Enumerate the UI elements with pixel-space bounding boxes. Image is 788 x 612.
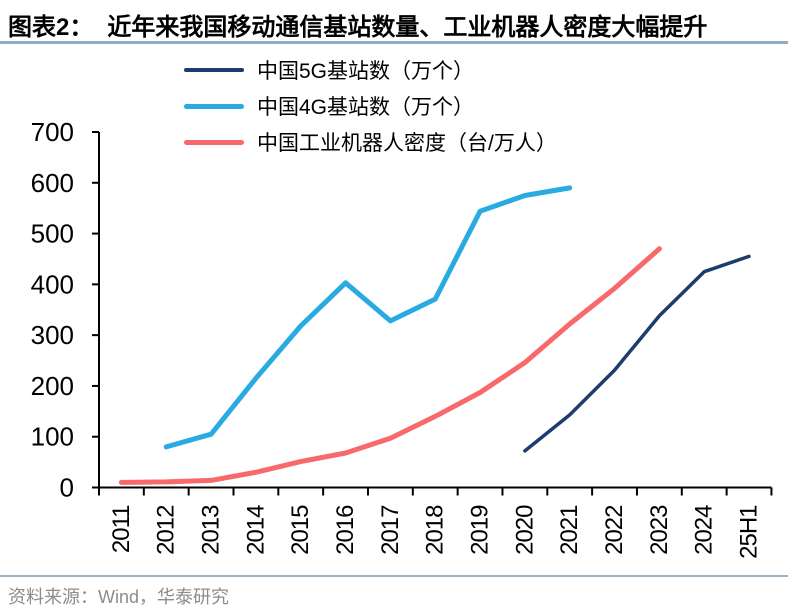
series-line-0 xyxy=(523,254,751,453)
legend-label-robot: 中国工业机器人密度（台/万人） xyxy=(257,132,557,155)
axes xyxy=(98,132,772,489)
legend-item-robot: 中国工业机器人密度（台/万人） xyxy=(184,124,557,160)
legend-label-4g: 中国4G基站数（万个） xyxy=(257,96,475,119)
source-text: 资料来源：Wind，华泰研究 xyxy=(8,587,230,607)
x-tick-label: 25H1 xyxy=(736,505,763,559)
x-tick-label: 2021 xyxy=(556,505,583,555)
y-tick-label: 0 xyxy=(60,473,74,503)
x-tick-label: 2016 xyxy=(332,505,359,555)
y-tick-label: 300 xyxy=(31,320,74,350)
series-line-2 xyxy=(118,246,662,485)
legend-swatch-robot xyxy=(184,139,244,145)
y-tick-label: 700 xyxy=(31,117,74,147)
x-tick-label: 2023 xyxy=(646,505,673,555)
x-tick-label: 2017 xyxy=(377,505,404,555)
figure-header: 图表2： 近年来我国移动通信基站数量、工业机器人密度大幅提升 xyxy=(8,7,780,42)
x-tick-label: 2011 xyxy=(108,505,135,553)
x-tick-label: 2020 xyxy=(511,505,538,555)
legend: 中国5G基站数（万个） 中国4G基站数（万个） 中国工业机器人密度（台/万人） xyxy=(184,52,557,160)
x-tick-label: 2012 xyxy=(153,505,180,555)
x-tick-label: 2013 xyxy=(198,505,225,555)
series-line-1 xyxy=(163,185,573,450)
y-tick-label: 600 xyxy=(31,168,74,198)
y-tick-label: 100 xyxy=(31,422,74,452)
y-tick-label: 400 xyxy=(31,269,74,299)
x-tick-label: 2015 xyxy=(287,505,314,555)
legend-label-5g: 中国5G基站数（万个） xyxy=(257,60,475,83)
legend-item-4g: 中国4G基站数（万个） xyxy=(184,88,557,124)
legend-swatch-4g xyxy=(184,103,244,109)
legend-swatch-5g xyxy=(184,68,244,72)
title-underline xyxy=(0,41,788,44)
legend-item-5g: 中国5G基站数（万个） xyxy=(184,52,557,88)
x-tick-label: 2022 xyxy=(601,505,628,555)
figure-title: 近年来我国移动通信基站数量、工业机器人密度大幅提升 xyxy=(107,14,708,41)
x-tick-label: 2024 xyxy=(691,505,718,555)
source-rule xyxy=(0,575,788,577)
x-tick-label: 2018 xyxy=(422,505,449,555)
x-tick-label: 2019 xyxy=(467,505,494,555)
y-tick-label: 200 xyxy=(31,371,74,401)
y-tick-label: 500 xyxy=(31,219,74,249)
x-tick-label: 2014 xyxy=(242,505,269,555)
figure-label: 图表2： xyxy=(8,14,94,41)
